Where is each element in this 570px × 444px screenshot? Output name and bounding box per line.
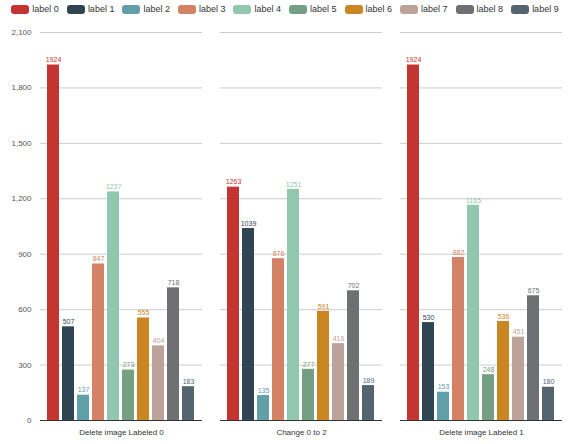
- svg-text:0: 0: [27, 416, 32, 425]
- svg-text:591: 591: [318, 303, 330, 310]
- html-text:label 0: label 0: [32, 4, 59, 14]
- svg-text:507: 507: [63, 318, 75, 325]
- svg-text:702: 702: [348, 282, 360, 289]
- svg-text:1263: 1263: [226, 178, 242, 185]
- html-text:label 8: label 8: [476, 4, 504, 14]
- svg-text:1251: 1251: [286, 181, 302, 188]
- svg-text:555: 555: [138, 309, 150, 316]
- svg-text:1237: 1237: [106, 183, 122, 190]
- svg-text:153: 153: [438, 383, 450, 390]
- svg-text:248: 248: [483, 366, 495, 373]
- svg-text:1924: 1924: [406, 56, 422, 63]
- svg-text:451: 451: [513, 328, 525, 335]
- svg-text:847: 847: [93, 255, 105, 262]
- html-text:label 7: label 7: [421, 4, 448, 14]
- html-text:label 4: label 4: [254, 4, 281, 14]
- svg-text:137: 137: [78, 386, 90, 393]
- svg-text:416: 416: [333, 335, 345, 342]
- html-text:label 5: label 5: [310, 4, 337, 14]
- svg-text:2,100: 2,100: [11, 28, 32, 37]
- svg-text:600: 600: [18, 305, 32, 314]
- svg-text:1,800: 1,800: [11, 83, 32, 92]
- svg-text:189: 189: [363, 377, 375, 384]
- svg-text:273: 273: [123, 361, 135, 368]
- svg-text:1,200: 1,200: [11, 194, 32, 203]
- svg-text:1039: 1039: [241, 220, 257, 227]
- svg-text:300: 300: [18, 361, 32, 370]
- html-text:label 9: label 9: [532, 4, 559, 14]
- svg-text:Delete image Labeled 1: Delete image Labeled 1: [439, 428, 524, 437]
- svg-text:1924: 1924: [46, 56, 62, 63]
- html-text:label 2: label 2: [143, 4, 170, 14]
- html-text:label 1: label 1: [87, 4, 115, 14]
- svg-text:536: 536: [498, 313, 510, 320]
- html-text:label 3: label 3: [198, 4, 226, 14]
- svg-text:404: 404: [153, 337, 165, 344]
- html-text:label 6: label 6: [365, 4, 393, 14]
- svg-text:718: 718: [168, 279, 180, 286]
- svg-text:180: 180: [543, 378, 555, 385]
- svg-text:277: 277: [303, 361, 315, 368]
- svg-text:675: 675: [528, 287, 540, 294]
- svg-text:183: 183: [183, 378, 195, 385]
- svg-text:530: 530: [423, 314, 435, 321]
- svg-text:135: 135: [258, 387, 270, 394]
- svg-text:882: 882: [453, 249, 465, 256]
- svg-text:900: 900: [18, 250, 32, 259]
- svg-text:Delete image Labeled 0: Delete image Labeled 0: [79, 428, 164, 437]
- svg-text:1165: 1165: [466, 196, 481, 203]
- svg-text:876: 876: [273, 250, 285, 257]
- svg-text:Change 0 to 2: Change 0 to 2: [276, 428, 327, 437]
- svg-text:1,500: 1,500: [11, 139, 32, 148]
